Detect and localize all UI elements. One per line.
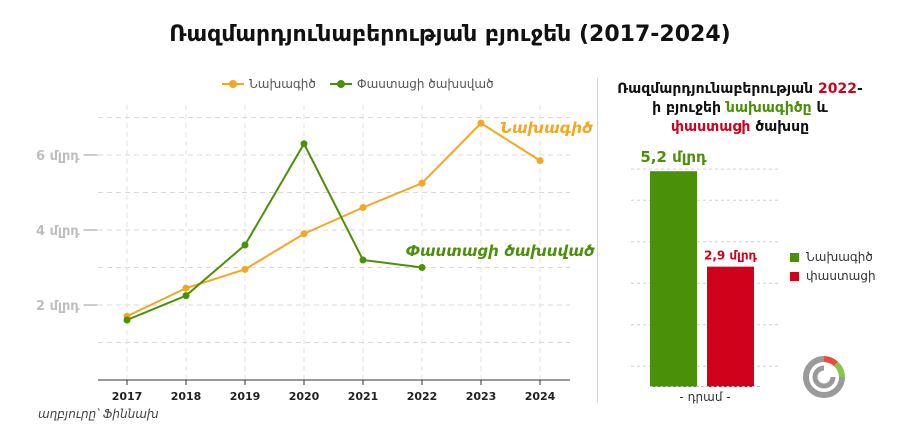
- source-note: աղբյուրը՝ Ֆիննախ: [38, 407, 159, 421]
- side-legend-item-actual[interactable]: փաստացի: [790, 269, 876, 283]
- data-point: [359, 204, 367, 211]
- side-legend-label-plan: Նախագիծ: [806, 250, 873, 264]
- y-tick-label: 4 մլրդ: [36, 224, 80, 239]
- x-axis-ticks: 2017 2018 2019 2020 2021 2022 2023 2024: [112, 380, 556, 403]
- legend-label-plan: Նախագիծ: [249, 77, 316, 91]
- legend-marker-actual: [329, 79, 352, 89]
- y-axis-ticks: 2 մլրդ 4 մլրդ 6 մլրդ: [36, 149, 98, 314]
- data-point: [182, 292, 190, 300]
- side-legend-swatch-actual: [790, 271, 799, 281]
- side-title-actual: փաստացի: [670, 119, 751, 135]
- data-point: [418, 264, 426, 271]
- series-label-actual: Փաստացի ծախսված: [406, 242, 595, 260]
- legend-item-plan[interactable]: Նախագիծ: [222, 77, 316, 91]
- side-title-plan: նախագիծը: [725, 100, 812, 116]
- bar-plan: [650, 171, 697, 387]
- legend-label-actual: Փաստացի ծախսված: [356, 77, 494, 91]
- data-point: [241, 265, 249, 273]
- side-title-part: -ի բյուջեի: [652, 81, 863, 116]
- side-chart-title: Ռազմարդյունաբերության 2022-ի բյուջեի նախ…: [615, 80, 865, 137]
- y-tick-label: 2 մլրդ: [36, 299, 80, 314]
- side-legend-label-actual: փաստացի: [806, 269, 876, 283]
- bars-layer: 5,2 մլրդ 2,9 մլրդ: [640, 148, 758, 387]
- x-tick-label: 2024: [525, 390, 556, 403]
- bar-value-label: 5,2 մլրդ: [640, 148, 707, 166]
- side-title-part: ծախսը: [750, 119, 810, 135]
- chart-title: Ռազմարդյունաբերության բյուջեն (2017-2024…: [169, 22, 731, 47]
- side-legend-item-plan[interactable]: Նախագիծ: [790, 250, 876, 264]
- data-point: [418, 179, 426, 187]
- legend-marker-plan: [222, 79, 244, 89]
- x-tick-label: 2021: [348, 390, 379, 403]
- side-title-year: 2022: [818, 81, 857, 97]
- bar-unit-label: - դրամ -: [650, 386, 760, 404]
- data-point: [241, 241, 249, 249]
- side-title-part: Ռազմարդյունաբերության: [617, 81, 819, 97]
- divider: [597, 78, 598, 403]
- bar-actual: [707, 266, 754, 387]
- data-point: [123, 316, 131, 324]
- series-line-actual: [126, 141, 423, 321]
- logo-icon: [803, 356, 845, 398]
- chart-legend: Նախագիծ Փաստացի ծախսված: [222, 77, 494, 91]
- x-tick-label: 2022: [407, 390, 438, 403]
- side-legend-swatch-plan: [790, 252, 799, 262]
- data-point: [182, 284, 190, 292]
- series-label-plan: Նախագիծ: [500, 119, 593, 137]
- x-tick-label: 2020: [289, 390, 320, 403]
- side-legend: Նախագիծ փաստացի: [790, 250, 876, 288]
- series-layer: [123, 119, 544, 324]
- side-title-part: և: [811, 100, 828, 116]
- x-tick-label: 2023: [466, 390, 497, 403]
- legend-item-actual[interactable]: Փաստացի ծախսված: [329, 77, 494, 91]
- data-point: [477, 119, 485, 127]
- x-tick-label: 2017: [112, 390, 143, 403]
- series-labels: Նախագիծ Փաստացի ծախսված: [406, 119, 595, 260]
- data-point: [300, 230, 308, 238]
- data-point: [300, 140, 308, 148]
- data-point: [359, 256, 367, 264]
- series-line-plan: [126, 121, 541, 318]
- y-tick-label: 6 մլրդ: [36, 149, 80, 164]
- x-tick-label: 2019: [230, 390, 261, 403]
- x-tick-label: 2018: [171, 390, 202, 403]
- bar-value-label: 2,9 մլրդ: [704, 249, 758, 263]
- data-point: [536, 157, 544, 165]
